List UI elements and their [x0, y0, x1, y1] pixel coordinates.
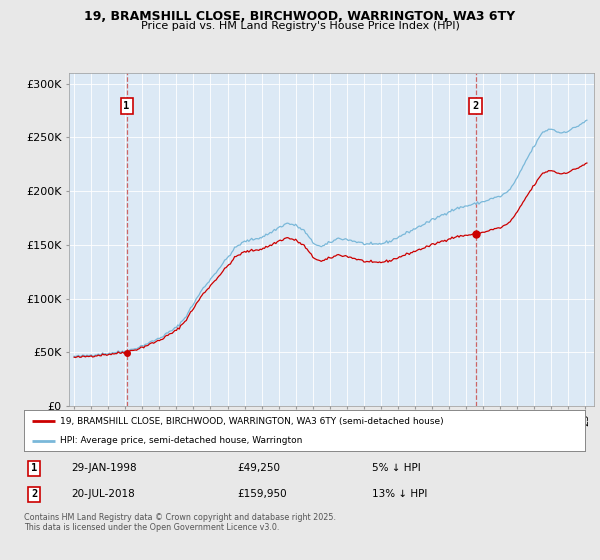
- Text: 13% ↓ HPI: 13% ↓ HPI: [372, 489, 427, 499]
- Text: 2: 2: [31, 489, 37, 499]
- Text: 1: 1: [124, 101, 130, 111]
- Text: Contains HM Land Registry data © Crown copyright and database right 2025.
This d: Contains HM Land Registry data © Crown c…: [24, 513, 336, 533]
- Text: 19, BRAMSHILL CLOSE, BIRCHWOOD, WARRINGTON, WA3 6TY (semi-detached house): 19, BRAMSHILL CLOSE, BIRCHWOOD, WARRINGT…: [61, 417, 444, 426]
- Text: 2: 2: [472, 101, 479, 111]
- Text: 19, BRAMSHILL CLOSE, BIRCHWOOD, WARRINGTON, WA3 6TY: 19, BRAMSHILL CLOSE, BIRCHWOOD, WARRINGT…: [85, 10, 515, 23]
- Text: £159,950: £159,950: [237, 489, 287, 499]
- Text: £49,250: £49,250: [237, 463, 280, 473]
- Text: 5% ↓ HPI: 5% ↓ HPI: [372, 463, 421, 473]
- Text: Price paid vs. HM Land Registry's House Price Index (HPI): Price paid vs. HM Land Registry's House …: [140, 21, 460, 31]
- Text: HPI: Average price, semi-detached house, Warrington: HPI: Average price, semi-detached house,…: [61, 436, 303, 445]
- Text: 1: 1: [31, 463, 37, 473]
- Text: 20-JUL-2018: 20-JUL-2018: [71, 489, 136, 499]
- Text: 29-JAN-1998: 29-JAN-1998: [71, 463, 137, 473]
